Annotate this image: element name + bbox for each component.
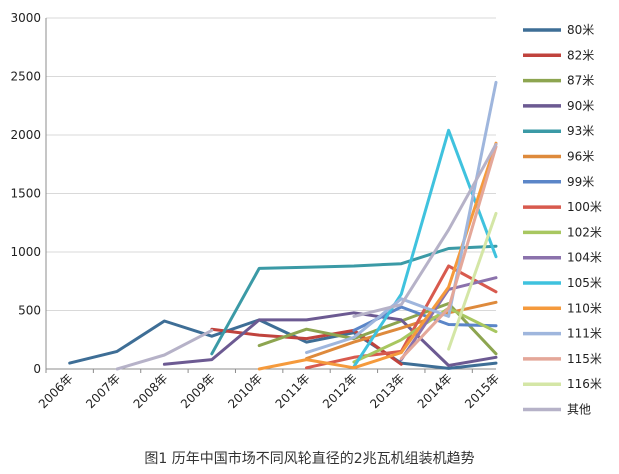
legend-item: 104米 xyxy=(523,251,602,265)
y-axis: 0 500 1000 1500 2000 2500 3000 xyxy=(10,11,47,376)
legend-item: 82米 xyxy=(523,48,594,62)
legend-item: 100米 xyxy=(523,200,602,214)
legend-label: 100米 xyxy=(567,200,602,214)
gridlines xyxy=(46,17,496,370)
y-tick-label: 2500 xyxy=(10,70,41,84)
legend-item: 93米 xyxy=(523,124,594,138)
legend-item: 105米 xyxy=(523,276,602,290)
y-tick-label: 500 xyxy=(18,304,41,318)
y-tick-label: 3000 xyxy=(10,11,41,25)
series-80米 xyxy=(68,318,498,370)
x-tick-label: 2009年 xyxy=(178,371,218,411)
legend-item: 115米 xyxy=(523,352,602,366)
series-line xyxy=(162,311,498,367)
legend-item: 80米 xyxy=(523,23,594,37)
legend-label: 115米 xyxy=(567,352,602,366)
legend-item: 90米 xyxy=(523,99,594,113)
legend-label: 105米 xyxy=(567,276,602,290)
legend-label: 102米 xyxy=(567,225,602,239)
legend-item: 99米 xyxy=(523,175,594,189)
x-tick-label: 2008年 xyxy=(131,371,171,411)
series-111米 xyxy=(305,80,498,355)
series-line xyxy=(305,300,498,360)
legend-item: 96米 xyxy=(523,150,594,164)
legend: 80米 82米 87米 90米 93米 96米 99米 100米 102米 104米 105米 110… xyxy=(523,23,602,417)
legend-item: 102米 xyxy=(523,225,602,239)
legend-item: 116米 xyxy=(523,377,602,391)
x-tick-label: 2007年 xyxy=(83,371,123,411)
legend-label: 87米 xyxy=(567,74,594,88)
x-tick-label: 2014年 xyxy=(415,371,455,411)
legend-label: 110米 xyxy=(567,301,602,315)
series-93米 xyxy=(210,244,498,356)
series-115米 xyxy=(399,145,498,360)
series-line xyxy=(352,142,498,318)
chart-caption: 图1 历年中国市场不同风轮直径的2兆瓦机组装机趋势 xyxy=(144,451,475,467)
legend-item: 其他 xyxy=(523,403,591,417)
legend-label: 99米 xyxy=(567,175,594,189)
y-tick-label: 2000 xyxy=(10,128,41,142)
y-tick-label: 1500 xyxy=(10,187,41,201)
x-tick-label: 2010年 xyxy=(225,371,265,411)
legend-item: 111米 xyxy=(523,327,602,341)
x-axis: 2006年 2007年 2008年 2009年 2010年 2011年 2012年 2013年… xyxy=(36,368,502,411)
legend-label: 104米 xyxy=(567,251,602,265)
legend-label: 82米 xyxy=(567,48,594,62)
legend-item: 110米 xyxy=(523,301,602,315)
legend-label: 其他 xyxy=(567,403,591,417)
series-90米 xyxy=(162,311,498,367)
series-line xyxy=(210,244,498,356)
y-tick-label: 1000 xyxy=(10,245,41,259)
x-tick-label: 2015年 xyxy=(462,371,502,411)
legend-label: 116米 xyxy=(567,377,602,391)
series-116米 xyxy=(447,211,498,351)
y-tick-label: 0 xyxy=(33,362,41,376)
series-line xyxy=(257,141,498,371)
series-lines xyxy=(68,80,498,371)
series-line xyxy=(305,80,498,355)
series-96米 xyxy=(305,300,498,360)
series-其他 xyxy=(115,142,498,371)
series-line xyxy=(447,211,498,351)
legend-label: 96米 xyxy=(567,150,594,164)
series-line xyxy=(115,328,214,371)
series-line xyxy=(399,145,498,360)
x-tick-label: 2012年 xyxy=(320,371,360,411)
line-chart: 0 500 1000 1500 2000 2500 3000 2006年 2007年 2008年… xyxy=(10,11,602,417)
legend-label: 111米 xyxy=(567,327,602,341)
x-tick-label: 2011年 xyxy=(273,371,313,411)
legend-label: 80米 xyxy=(567,23,594,37)
x-tick-label: 2013年 xyxy=(367,371,407,411)
legend-item: 87米 xyxy=(523,74,594,88)
x-tick-label: 2006年 xyxy=(36,371,76,411)
series-line xyxy=(68,318,498,370)
legend-label: 93米 xyxy=(567,124,594,138)
series-110米 xyxy=(257,141,498,371)
legend-label: 90米 xyxy=(567,99,594,113)
